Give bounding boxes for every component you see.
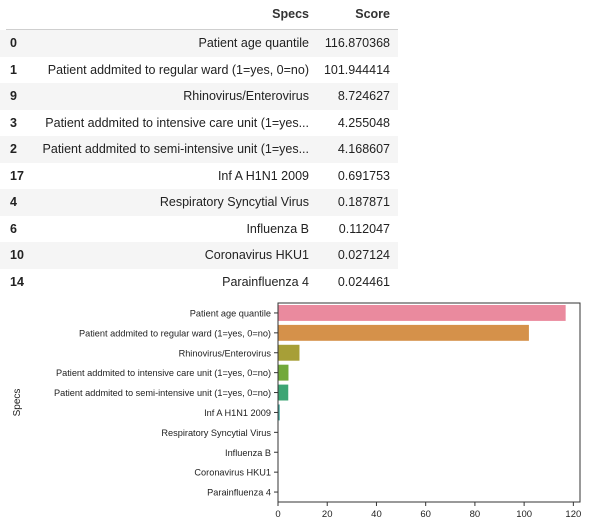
score-cell: 116.870368 (324, 36, 390, 50)
spec-cell: Patient addmited to regular ward (1=yes,… (47, 62, 309, 77)
x-tick-label: 100 (516, 509, 532, 520)
table-header: Specs Score (0, 0, 398, 30)
x-tick-label: 0 (275, 509, 280, 520)
spec-cell: Influenza B (246, 221, 309, 236)
y-tick-label: Coronavirus HKU1 (194, 468, 271, 478)
table-row: 4 Respiratory Syncytial Virus 0.187871 (0, 189, 398, 216)
x-tick-label: 120 (565, 509, 581, 520)
header-divider (6, 29, 398, 30)
row-index: 9 (10, 89, 17, 103)
row-index: 1 (10, 62, 17, 77)
x-tick-label: 20 (322, 509, 333, 520)
row-index: 2 (10, 142, 17, 156)
score-cell: 8.724627 (337, 89, 390, 103)
spec-cell: Respiratory Syncytial Virus (159, 195, 309, 209)
spec-cell: Rhinovirus/Enterovirus (183, 89, 309, 103)
table-row: 1 Patient addmited to regular ward (1=yes… (0, 57, 398, 84)
x-tick-label: 80 (470, 509, 481, 520)
score-cell: 4.255048 (337, 115, 390, 130)
bar (278, 404, 280, 421)
bar (278, 304, 566, 321)
bar (278, 364, 289, 381)
bar (278, 324, 529, 341)
spec-cell: Coronavirus HKU1 (204, 248, 309, 262)
score-cell: 0.027124 (337, 248, 390, 262)
table-row: 14 Parainfluenza 4 0.024461 (0, 269, 398, 296)
table-row: 10 Coronavirus HKU1 0.027124 (0, 242, 398, 269)
row-index: 17 (10, 168, 24, 183)
dataframe-table: Specs Score 0 Patient age quantile 116.870… (0, 0, 398, 295)
table-row: 2 Patient addmited to semi-intensive unit… (0, 136, 398, 163)
feature-score-bar-chart: Patient age quantile Patient addmited to … (12, 302, 581, 522)
y-tick-label: Inf A H1N1 2009 (204, 408, 271, 418)
table-row: 0 Patient age quantile 116.870368 (0, 30, 398, 57)
column-header-specs: Specs (272, 7, 309, 21)
y-axis-label: Specs (12, 389, 23, 417)
y-tick-label: Patient addmited to semi-intensive unit … (54, 388, 271, 398)
row-index: 3 (10, 115, 17, 130)
score-cell: 101.944414 (323, 62, 390, 77)
score-cell: 0.187871 (337, 195, 390, 209)
plot-frame (277, 302, 581, 503)
table-body: 0 Patient age quantile 116.870368 1 Patient … (0, 30, 398, 295)
y-tick-label: Rhinovirus/Enterovirus (179, 348, 272, 358)
row-index: 4 (10, 195, 17, 209)
x-tick-label: 60 (420, 509, 431, 520)
y-tick-label: Influenza B (225, 448, 271, 458)
score-cell: 0.024461 (337, 274, 390, 289)
spec-cell: Parainfluenza 4 (222, 274, 309, 289)
y-tick-label: Respiratory Syncytial Virus (161, 428, 271, 438)
column-header-score: Score (355, 7, 390, 21)
y-tick-label: Parainfluenza 4 (207, 488, 271, 498)
score-cell: 0.112047 (338, 221, 390, 236)
row-index: 10 (10, 248, 24, 262)
y-tick-label: Patient addmited to intensive care unit … (56, 368, 271, 378)
row-index: 14 (10, 274, 24, 289)
row-index: 6 (10, 221, 17, 236)
bar (278, 344, 300, 361)
y-tick-label: Patient age quantile (190, 308, 271, 318)
table-row: 9 Rhinovirus/Enterovirus 8.724627 (0, 83, 398, 110)
y-tick-label: Patient addmited to regular ward (1=yes,… (79, 328, 271, 338)
table-row: 6 Influenza B 0.112047 (0, 216, 398, 243)
x-tick-label: 40 (371, 509, 382, 520)
table-row: 17 Inf A H1N1 2009 0.691753 (0, 163, 398, 190)
spec-cell: Patient addmited to intensive care unit … (45, 115, 309, 130)
score-cell: 0.691753 (337, 168, 390, 183)
score-cell: 4.168607 (337, 142, 390, 156)
spec-cell: Inf A H1N1 2009 (217, 168, 309, 183)
table-row: 3 Patient addmited to intensive care unit… (0, 110, 398, 137)
row-index: 0 (10, 36, 17, 50)
spec-cell: Patient addmited to semi-intensive unit … (42, 142, 309, 156)
bar (278, 384, 289, 401)
spec-cell: Patient age quantile (198, 36, 309, 50)
